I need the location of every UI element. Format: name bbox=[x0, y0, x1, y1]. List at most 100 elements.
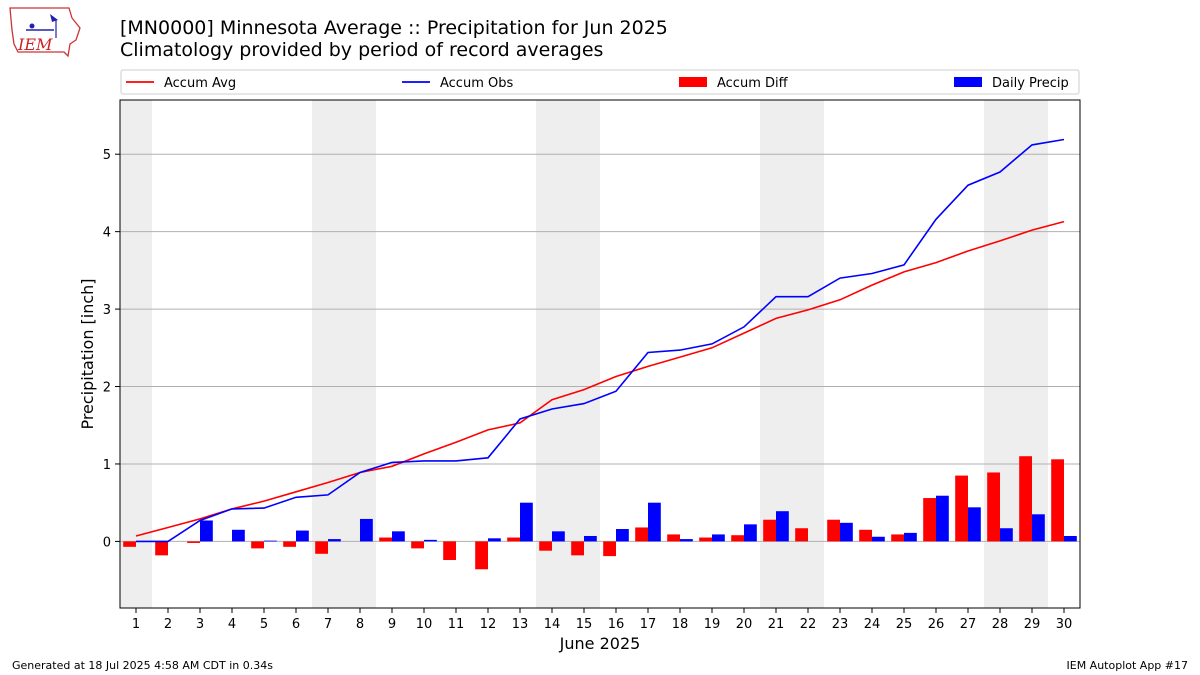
x-tick-label: 7 bbox=[324, 617, 332, 632]
daily-precip-bar bbox=[1000, 528, 1013, 542]
x-tick-label: 3 bbox=[196, 617, 204, 632]
legend-swatch bbox=[679, 77, 707, 87]
y-tick-label: 3 bbox=[103, 303, 111, 318]
x-tick-label: 4 bbox=[228, 617, 236, 632]
x-tick-label: 18 bbox=[672, 617, 689, 632]
x-tick-label: 22 bbox=[800, 617, 817, 632]
daily-precip-bar bbox=[296, 530, 309, 542]
weekend-band bbox=[312, 100, 344, 608]
legend: Accum Avg Accum Obs Accum Diff Daily Precip bbox=[120, 69, 1080, 95]
x-tick-label: 6 bbox=[292, 617, 300, 632]
accum-diff-bar bbox=[155, 541, 168, 556]
accum-diff-bar bbox=[187, 541, 200, 543]
accum-diff-bar bbox=[411, 541, 424, 549]
daily-precip-bar bbox=[968, 507, 981, 542]
app-credit: IEM Autoplot App #17 bbox=[1066, 659, 1189, 672]
x-tick-label: 27 bbox=[960, 617, 977, 632]
line-series bbox=[135, 138, 1065, 543]
legend-label: Accum Diff bbox=[717, 76, 789, 91]
accum-diff-bar bbox=[123, 541, 136, 547]
x-tick-label: 25 bbox=[896, 617, 913, 632]
x-tick-label: 16 bbox=[608, 617, 625, 632]
weekend-band bbox=[568, 100, 600, 608]
x-tick-label: 24 bbox=[864, 617, 881, 632]
x-tick-label: 21 bbox=[768, 617, 785, 632]
x-tick-label: 15 bbox=[576, 617, 593, 632]
x-tick-label: 19 bbox=[704, 617, 721, 632]
x-tick-label: 9 bbox=[388, 617, 396, 632]
accum-diff-bar bbox=[667, 534, 680, 542]
y-tick-label: 5 bbox=[103, 148, 111, 163]
legend-label: Accum Obs bbox=[440, 76, 513, 91]
accum-diff-bar bbox=[507, 537, 520, 542]
chart-subtitle: Climatology provided by period of record… bbox=[120, 39, 604, 61]
weekend-band bbox=[536, 100, 568, 608]
x-tick-label: 5 bbox=[260, 617, 268, 632]
accum-diff-bar bbox=[955, 475, 968, 542]
accum-diff-bar bbox=[475, 541, 488, 570]
accum-diff-bar bbox=[731, 535, 744, 542]
x-tick-label: 30 bbox=[1056, 617, 1073, 632]
x-tick-label: 11 bbox=[448, 617, 465, 632]
accum-avg-line bbox=[135, 220, 1065, 537]
y-axis-label: Precipitation [inch] bbox=[78, 278, 97, 429]
accum-diff-bar bbox=[251, 541, 264, 549]
legend-label: Accum Avg bbox=[164, 76, 236, 91]
daily-precip-bar bbox=[904, 532, 917, 542]
x-tick-label: 28 bbox=[992, 617, 1009, 632]
accum-diff-bar bbox=[539, 541, 552, 551]
daily-precip-bar bbox=[360, 518, 373, 542]
daily-precip-bar bbox=[488, 538, 501, 542]
daily-precip-bar bbox=[648, 502, 661, 542]
daily-precip-bar bbox=[264, 540, 277, 542]
daily-precip-bar bbox=[840, 522, 853, 542]
x-tick-label: 26 bbox=[928, 617, 945, 632]
legend-swatch bbox=[954, 77, 982, 87]
accum-diff-bar bbox=[635, 527, 648, 542]
accum-diff-bar bbox=[379, 537, 392, 542]
accum-diff-bar bbox=[1051, 459, 1064, 542]
daily-precip-bar bbox=[712, 534, 725, 542]
y-tick-label: 2 bbox=[103, 381, 111, 396]
accum-diff-bar bbox=[827, 519, 840, 542]
daily-precip-bar bbox=[328, 539, 341, 542]
daily-precip-bar bbox=[552, 531, 565, 542]
x-tick-label: 14 bbox=[544, 617, 561, 632]
daily-precip-bar bbox=[232, 529, 245, 542]
chart-title: [MN0000] Minnesota Average :: Precipitat… bbox=[120, 17, 668, 39]
iowa-outline-icon bbox=[9, 7, 81, 58]
accum-diff-bar bbox=[283, 541, 296, 547]
accum-diff-bar bbox=[987, 472, 1000, 542]
daily-precip-bar bbox=[744, 524, 757, 542]
weekend-band bbox=[120, 100, 152, 608]
plot-frame bbox=[119, 99, 1081, 609]
accum-diff-bar bbox=[923, 498, 936, 542]
accum-diff-bar bbox=[795, 528, 808, 542]
x-axis-label: June 2025 bbox=[559, 634, 641, 653]
y-tick-label: 4 bbox=[103, 226, 111, 241]
x-tick-label: 23 bbox=[832, 617, 849, 632]
daily-precip-bar bbox=[200, 520, 213, 542]
x-tick-label: 13 bbox=[512, 617, 529, 632]
accum-diff-bar bbox=[571, 541, 584, 556]
accum-diff-bar bbox=[763, 519, 776, 542]
accum-diff-bar bbox=[315, 541, 328, 554]
generated-timestamp: Generated at 18 Jul 2025 4:58 AM CDT in … bbox=[12, 659, 273, 672]
accum-diff-bar bbox=[443, 541, 456, 560]
daily-precip-bar bbox=[1032, 514, 1045, 542]
accum-diff-bar bbox=[603, 541, 616, 557]
x-tick-label: 1 bbox=[132, 617, 140, 632]
accum-diff-bar bbox=[1019, 456, 1032, 542]
daily-precip-bar bbox=[872, 536, 885, 542]
x-tick-label: 10 bbox=[416, 617, 433, 632]
daily-precip-bar bbox=[1064, 535, 1077, 542]
y-tick-label: 1 bbox=[103, 458, 111, 473]
x-tick-label: 8 bbox=[356, 617, 364, 632]
daily-precip-bar bbox=[392, 531, 405, 542]
legend-label: Daily Precip bbox=[992, 76, 1069, 91]
x-tick-label: 12 bbox=[480, 617, 497, 632]
accum-obs-line bbox=[136, 138, 1065, 543]
accum-diff-bar bbox=[699, 537, 712, 542]
accum-diff-bar bbox=[859, 529, 872, 542]
